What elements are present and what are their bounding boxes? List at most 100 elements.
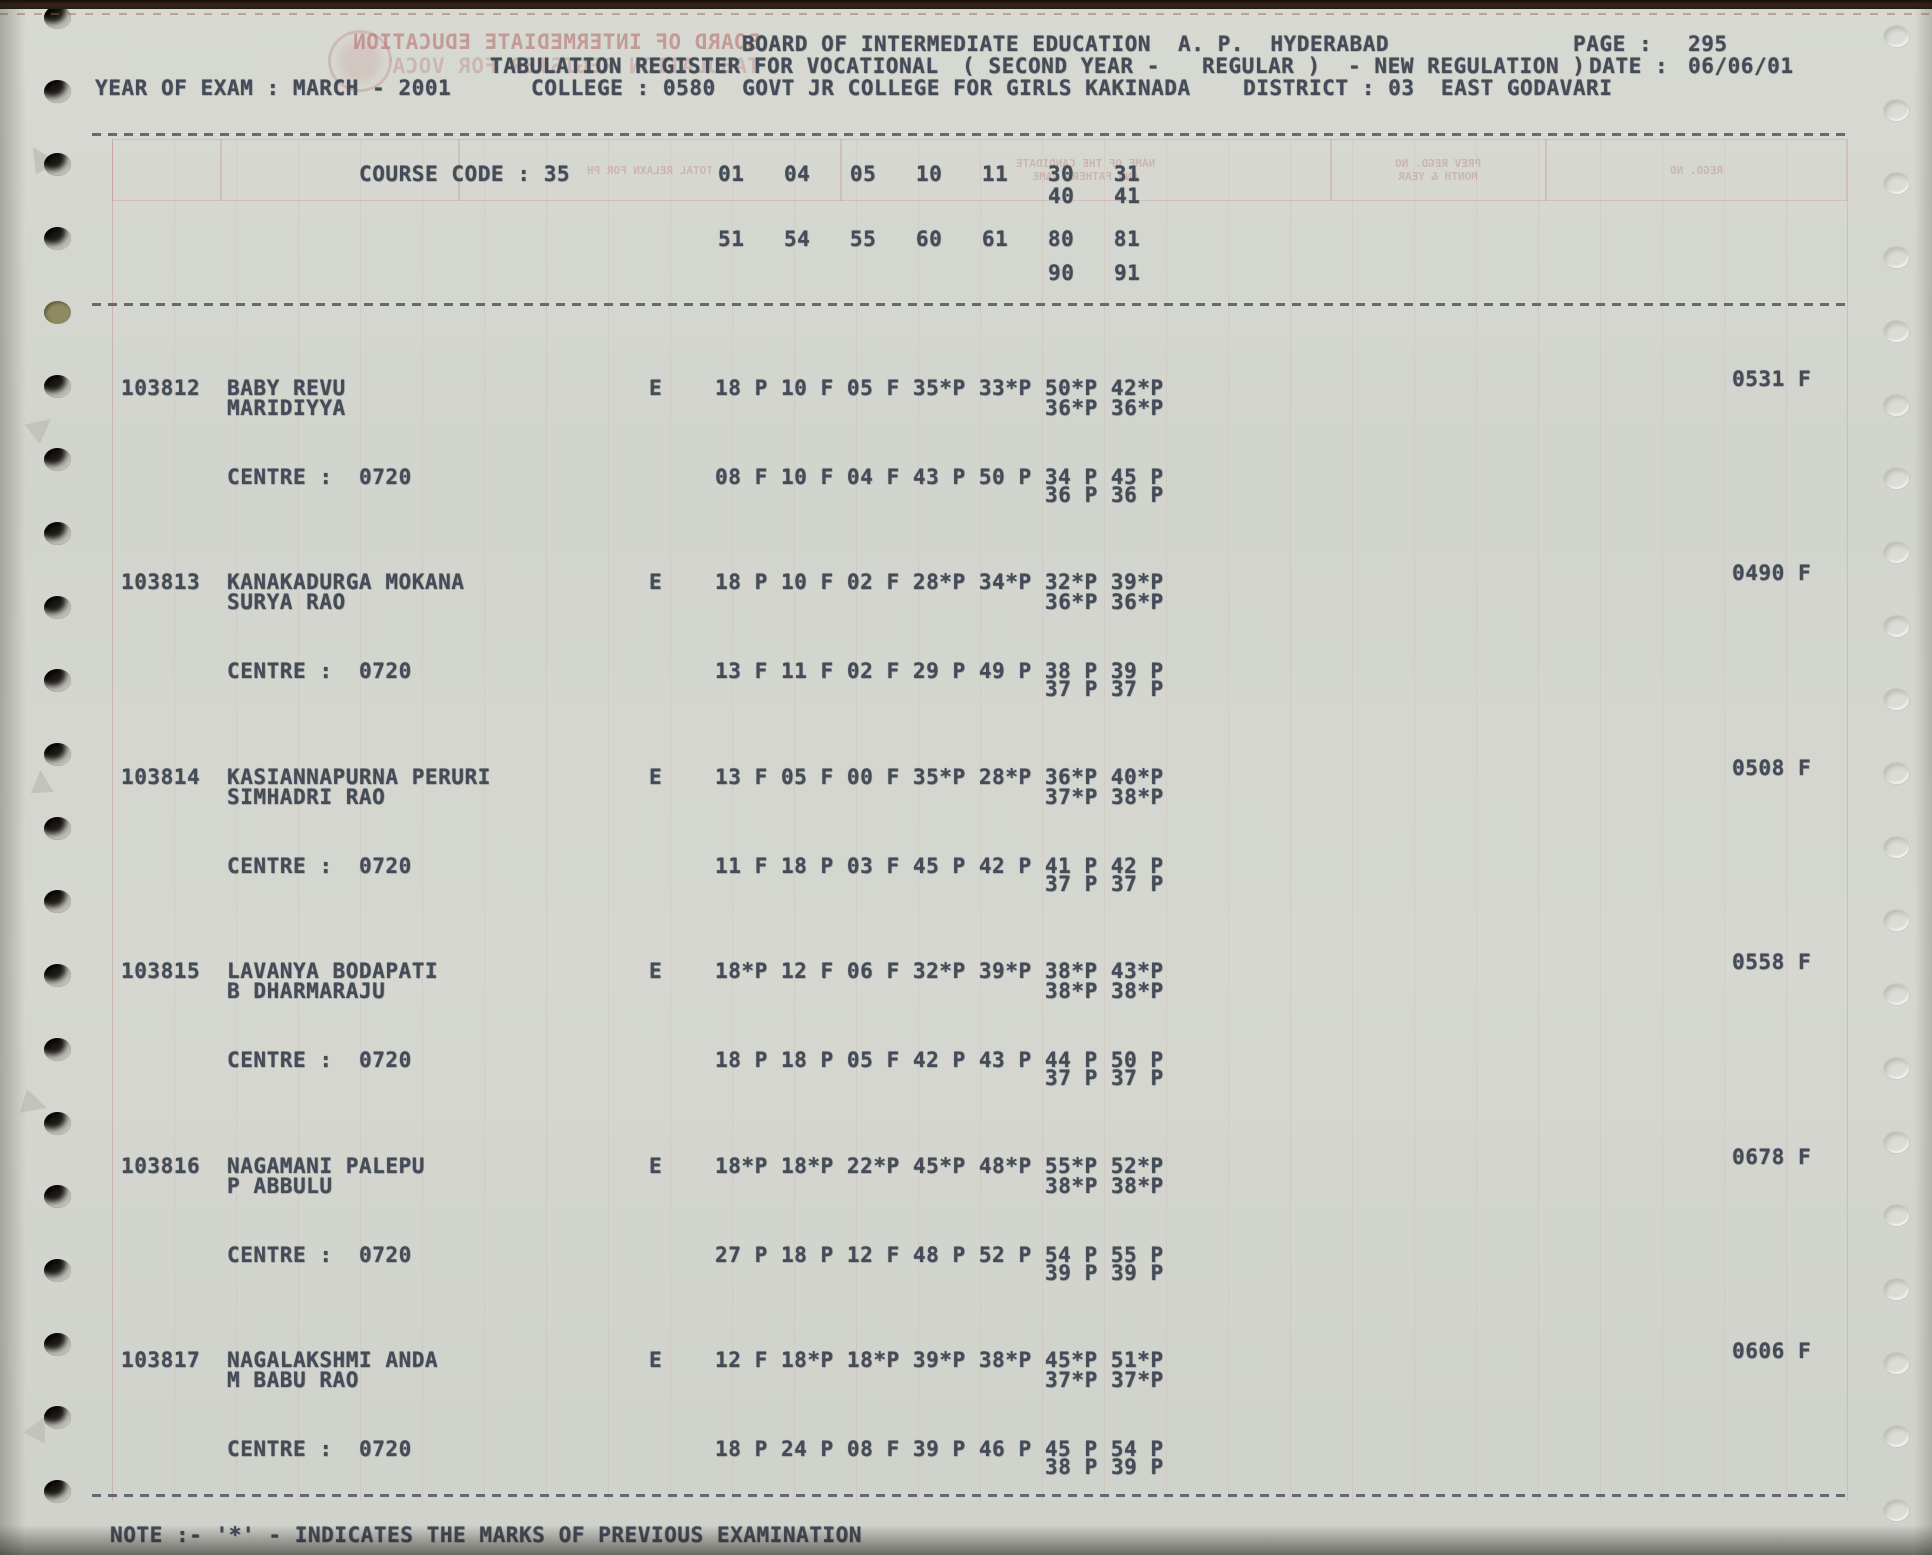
centre-code: 0720	[359, 1048, 412, 1072]
punch-hole-left	[44, 816, 71, 840]
exam-year: YEAR OF EXAM : MARCH - 2001	[95, 76, 452, 100]
punch-hole-right	[1884, 394, 1909, 416]
subject-codes-row2: 51 54 55 60 61 80 81	[718, 227, 1141, 251]
date-label: DATE :	[1589, 54, 1669, 78]
father-name: SIMHADRI RAO	[227, 785, 386, 809]
course-code-label: COURSE CODE : 35	[359, 162, 571, 186]
page-label: PAGE :	[1573, 32, 1653, 56]
candidate-name: BABY REVU	[227, 376, 346, 400]
centre-marks-line2: 37 P 37 P	[1045, 872, 1164, 896]
total-marks: 0606 F	[1732, 1339, 1812, 1363]
medium-code: E	[649, 570, 663, 594]
form-box: PREV REGD. NO MONTH & YEAR	[1330, 139, 1547, 201]
registration-number: 103813	[121, 570, 201, 594]
bleedthrough-header-line1: BOARD OF INTERMEDIATE EDUCATION (A.P) HY…	[352, 30, 760, 54]
college: COLLEGE : 0580 GOVT JR COLLEGE FOR GIRLS…	[531, 76, 1191, 100]
registration-number: 103812	[121, 376, 201, 400]
punch-hole-right	[1884, 615, 1909, 637]
board-marks-line1: 18 P 10 F 05 F 35*P 33*P 50*P 42*P	[715, 376, 1164, 400]
father-name: MARIDIYYA	[227, 396, 346, 420]
centre-code: 0720	[359, 659, 412, 683]
punch-hole-right	[1884, 173, 1909, 195]
candidate-name: KANAKADURGA MOKANA	[227, 570, 465, 594]
punch-hole-left	[44, 1111, 71, 1135]
punch-hole-right	[1884, 984, 1909, 1006]
scan-bottom-edge	[0, 1525, 1932, 1555]
student-record: 103813 KANAKADURGA MOKANA SURYA RAO E 18…	[0, 562, 1932, 711]
centre-marks-line2: 37 P 37 P	[1045, 1066, 1164, 1090]
bleedthrough-emblem	[328, 30, 392, 92]
centre-code: 0720	[359, 465, 412, 489]
board-marks-line2: 36*P 36*P	[1045, 590, 1164, 614]
student-record: 103812 BABY REVU MARIDIYYA E 18 P 10 F 0…	[0, 368, 1932, 517]
centre-marks-line1: 18 P 24 P 08 F 39 P 46 P 45 P 54 P	[715, 1437, 1164, 1461]
page-number: 295	[1688, 32, 1728, 56]
centre-label: CENTRE :	[227, 465, 333, 489]
register-title: TABULATION REGISTER FOR VOCATIONAL	[490, 54, 939, 78]
centre-code: 0720	[359, 1243, 412, 1267]
register-regular-part: REGULAR )	[1202, 54, 1321, 78]
board-marks-line1: 18*P 18*P 22*P 45*P 48*P 55*P 52*P	[715, 1154, 1164, 1178]
candidate-name: LAVANYA BODAPATI	[227, 959, 439, 983]
separator-line	[92, 1494, 1848, 1497]
board-marks-line1: 18*P 12 F 06 F 32*P 39*P 38*P 43*P	[715, 959, 1164, 983]
punch-hole-right	[1884, 689, 1909, 711]
punch-hole-left	[44, 890, 71, 914]
centre-marks-line1: 11 F 18 P 03 F 45 P 42 P 41 P 42 P	[715, 854, 1164, 878]
total-marks: 0508 F	[1732, 756, 1812, 780]
punch-hole-left	[44, 6, 71, 29]
candidate-name: KASIANNAPURNA PERURI	[227, 765, 491, 789]
date-value: 06/06/01	[1688, 54, 1794, 78]
form-box	[112, 139, 222, 201]
punch-hole-left	[44, 964, 71, 988]
centre-marks-line1: 08 F 10 F 04 F 43 P 50 P 34 P 45 P	[715, 465, 1164, 489]
punch-hole-right	[1884, 468, 1909, 490]
register-year-part: ( SECOND YEAR -	[962, 54, 1160, 78]
punch-hole-right	[1884, 1352, 1909, 1374]
father-name: B DHARMARAJU	[227, 979, 386, 1003]
punch-hole-right	[1884, 320, 1909, 342]
subject-codes-row1b: 40 41	[1048, 184, 1141, 208]
centre-code: 0720	[359, 1437, 412, 1461]
form-col-label-total: TOTAL RELAXN FOR PH	[587, 163, 713, 177]
board-marks-line2: 37*P 37*P	[1045, 1368, 1164, 1392]
separator-line	[92, 133, 1848, 136]
punch-hole-left	[44, 1480, 71, 1503]
registration-number: 103815	[121, 959, 201, 983]
board-marks-line1: 12 F 18*P 18*P 39*P 38*P 45*P 51*P	[715, 1348, 1164, 1372]
scan-top-edge	[0, 0, 1932, 9]
form-header-band: TOTAL RELAXN FOR PH NAME OF THE CANDIDAT…	[112, 139, 1848, 201]
board-marks-line2: 36*P 36*P	[1045, 396, 1164, 420]
punch-hole-left	[44, 374, 71, 398]
punch-hole-right	[1884, 1205, 1909, 1227]
medium-code: E	[649, 765, 663, 789]
medium-code: E	[649, 959, 663, 983]
punch-hole-right	[1884, 1131, 1909, 1153]
father-name: P ABBULU	[227, 1174, 333, 1198]
subject-codes-row2b: 90 91	[1048, 261, 1141, 285]
total-marks: 0558 F	[1732, 950, 1812, 974]
form-col-label-regd-no: REGD. NO	[1669, 163, 1723, 177]
punch-hole-right	[1884, 1278, 1909, 1300]
centre-label: CENTRE :	[227, 659, 333, 683]
board-marks-line1: 18 P 10 F 02 F 28*P 34*P 32*P 39*P	[715, 570, 1164, 594]
father-name: M BABU RAO	[227, 1368, 359, 1392]
board-marks-line2: 37*P 38*P	[1045, 785, 1164, 809]
punch-hole-right	[1884, 763, 1909, 784]
board-title: BOARD OF INTERMEDIATE EDUCATION	[742, 32, 1151, 56]
punch-hole-left	[44, 1037, 71, 1061]
student-record: 103815 LAVANYA BODAPATI B DHARMARAJU E 1…	[0, 951, 1932, 1100]
subject-codes-row1: 01 04 05 10 11 30 31	[718, 162, 1141, 186]
district: DISTRICT : 03 EAST GODAVARI	[1243, 76, 1613, 100]
registration-number: 103814	[121, 765, 201, 789]
punch-hole-left	[44, 1406, 71, 1430]
punch-hole-left	[44, 1185, 71, 1209]
punch-hole-left	[44, 669, 71, 693]
father-name: SURYA RAO	[227, 590, 346, 614]
punch-hole-left	[44, 227, 71, 251]
punch-hole-left	[44, 153, 71, 177]
punch-hole-left	[44, 595, 71, 619]
punch-hole-left	[44, 743, 71, 766]
punch-hole-left	[44, 448, 71, 472]
